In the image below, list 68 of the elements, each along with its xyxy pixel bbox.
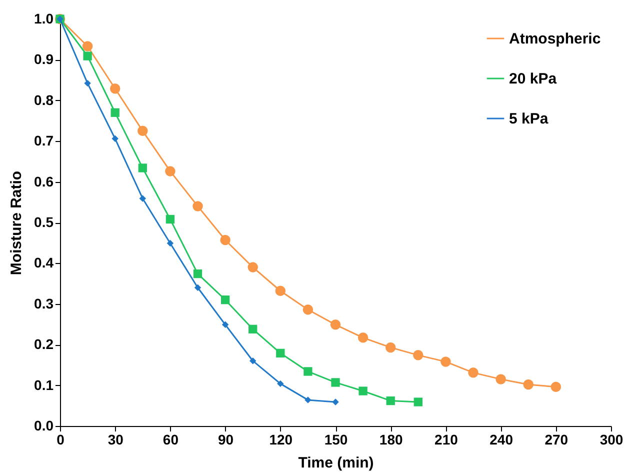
point	[468, 368, 478, 378]
legend-label: 20 kPa	[509, 70, 558, 88]
point	[304, 396, 312, 404]
point	[220, 296, 230, 304]
point	[496, 374, 506, 384]
x-tick-label: 300	[600, 432, 624, 448]
point	[110, 108, 120, 117]
point	[192, 201, 203, 212]
y-tick-label: 0.5	[34, 214, 54, 230]
y-tick-label: 1.0	[34, 10, 54, 26]
y-axis-title: Moisture Ratio	[8, 170, 26, 276]
point	[550, 382, 562, 392]
x-tick-label: 270	[544, 432, 568, 448]
x-tick-label: 0	[56, 432, 65, 448]
point	[330, 320, 341, 330]
x-axis-title: Time (min)	[298, 454, 374, 472]
point	[165, 166, 176, 176]
point	[358, 332, 368, 343]
legend-label: 5 kPa	[509, 110, 549, 128]
point	[277, 380, 284, 388]
x-tick-label: 180	[379, 432, 403, 448]
point	[440, 356, 451, 367]
y-tick-label: 0.2	[34, 336, 54, 352]
point	[222, 321, 229, 328]
point	[138, 126, 148, 136]
point	[82, 41, 93, 52]
point	[139, 195, 146, 202]
point	[386, 396, 395, 406]
point	[414, 398, 422, 406]
point	[110, 83, 120, 94]
point	[413, 350, 424, 360]
y-tick-label: 0.4	[34, 254, 54, 271]
point	[112, 135, 118, 142]
y-tick-label: 0.9	[34, 51, 54, 68]
point	[249, 358, 256, 364]
y-tick-label: 0.6	[34, 173, 54, 190]
point	[194, 284, 202, 291]
point	[193, 269, 202, 278]
point	[332, 398, 339, 406]
x-tick-label: 30	[108, 432, 124, 448]
x-tick-label: 120	[269, 432, 293, 448]
legend-label: Atmospheric	[509, 30, 601, 48]
x-tick-label: 60	[162, 432, 179, 448]
point	[248, 324, 258, 334]
point	[84, 80, 91, 87]
point	[166, 214, 175, 224]
point	[304, 367, 312, 376]
point	[83, 52, 92, 60]
point	[248, 262, 258, 272]
y-tick-label: 0.3	[34, 295, 54, 312]
point	[523, 379, 534, 390]
y-tick-label: 0.0	[34, 418, 54, 434]
x-tick-label: 150	[324, 432, 348, 448]
y-tick-label: 0.8	[34, 92, 54, 108]
point	[138, 164, 147, 172]
y-tick-label: 0.1	[34, 376, 54, 393]
point	[358, 386, 368, 396]
x-tick-label: 90	[218, 432, 234, 448]
point	[385, 342, 396, 353]
point	[302, 304, 314, 315]
point	[276, 348, 285, 358]
point	[220, 234, 230, 246]
y-tick-label: 0.7	[34, 132, 54, 149]
point	[275, 286, 286, 296]
x-tick-label: 210	[434, 432, 458, 448]
point	[166, 240, 174, 247]
point	[331, 378, 340, 387]
x-tick-label: 240	[490, 432, 514, 448]
